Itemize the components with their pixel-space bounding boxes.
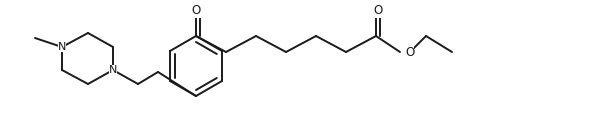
Text: N: N bbox=[58, 42, 66, 52]
Text: N: N bbox=[109, 65, 117, 75]
Text: O: O bbox=[191, 5, 201, 18]
Text: O: O bbox=[373, 5, 383, 18]
Text: O: O bbox=[405, 45, 414, 59]
